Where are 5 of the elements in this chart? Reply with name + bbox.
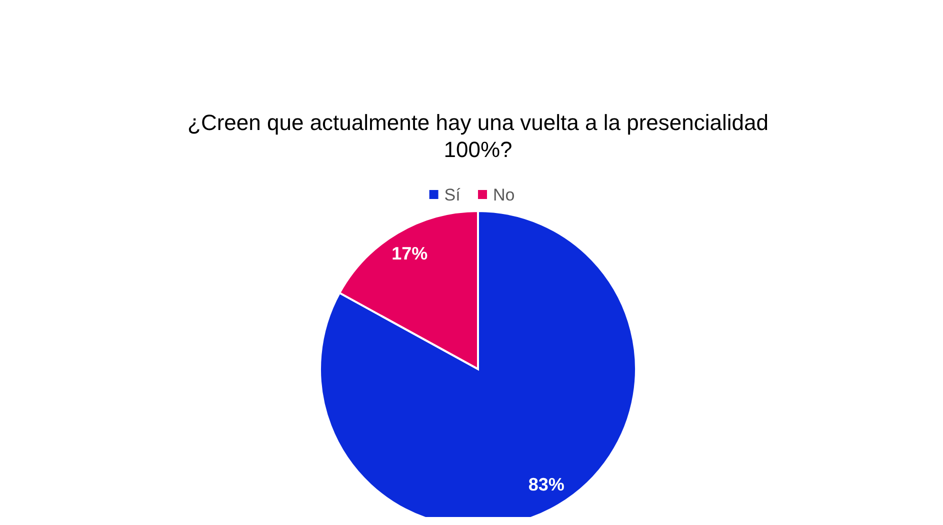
legend-label: Sí xyxy=(444,186,461,204)
data-label: 17% xyxy=(392,243,428,264)
data-label: 83% xyxy=(528,474,564,495)
legend-label: No xyxy=(493,186,515,204)
chart-title: ¿Creen que actualmente hay una vuelta a la presencialidad 100%? xyxy=(188,110,768,162)
